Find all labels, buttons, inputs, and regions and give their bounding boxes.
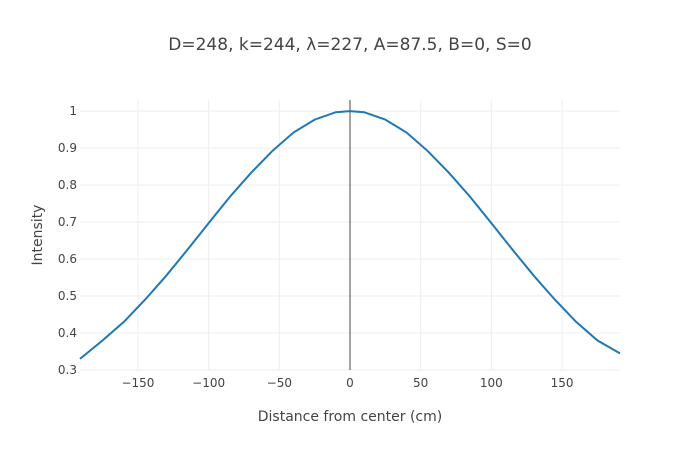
x-tick-label: 100 xyxy=(480,376,503,390)
y-axis-title: Intensity xyxy=(30,205,46,266)
x-tick-label: 50 xyxy=(413,376,428,390)
y-tick-label: 0.6 xyxy=(58,252,77,266)
x-tick-label: −150 xyxy=(121,376,154,390)
x-tick-label: −50 xyxy=(267,376,292,390)
x-tick-label: 0 xyxy=(346,376,354,390)
y-tick-label: 0.7 xyxy=(58,215,77,229)
y-tick-label: 1 xyxy=(69,104,77,118)
y-tick-label: 0.4 xyxy=(58,326,77,340)
y-tick-labels: 0.3 0.4 0.5 0.6 0.7 0.8 0.9 1 xyxy=(58,104,77,377)
x-axis-title: Distance from center (cm) xyxy=(258,409,442,425)
x-tick-labels: −150 −100 −50 0 50 100 150 xyxy=(121,376,573,390)
x-tick-label: −100 xyxy=(192,376,225,390)
y-tick-label: 0.5 xyxy=(58,289,77,303)
y-tick-label: 0.3 xyxy=(58,363,77,377)
intensity-curve[interactable] xyxy=(79,110,621,360)
y-tick-label: 0.8 xyxy=(58,178,77,192)
y-tick-label: 0.9 xyxy=(58,141,77,155)
x-tick-label: 150 xyxy=(551,376,574,390)
curve-layer xyxy=(79,110,621,360)
chart-title: D=248, k=244, λ=227, A=87.5, B=0, S=0 xyxy=(168,35,531,55)
